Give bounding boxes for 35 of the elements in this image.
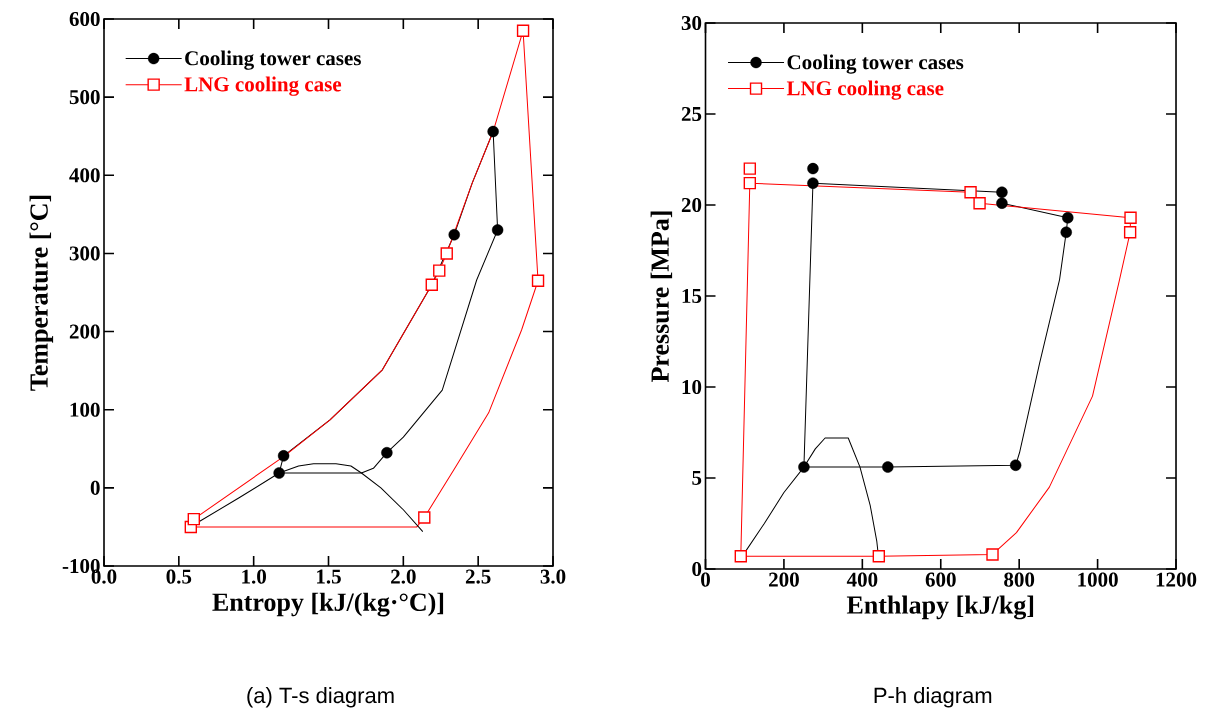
text: P-h diagram (874, 687, 992, 708)
x-tick-label: 600 (925, 572, 956, 587)
y-tick-label: 300 (69, 246, 100, 261)
legend-label: Cooling tower cases (185, 50, 361, 70)
text: (a) T-s diagram (247, 687, 394, 708)
y-tick-label: 200 (69, 324, 100, 339)
legend-label: LNG cooling case (786, 80, 944, 100)
x-tick-label: 800 (1004, 572, 1035, 587)
y-tick-label: 10 (682, 379, 702, 395)
y-axis-title: Temperature [°C] (29, 195, 54, 391)
legend-label: Cooling tower cases (787, 54, 964, 74)
x-tick-label: 1000 (1078, 572, 1118, 587)
x-tick-label: 0.5 (166, 569, 192, 584)
x-axis-title: Entropy [kJ/(kg·°C)] (212, 592, 444, 617)
y-tick-label: 25 (681, 106, 702, 122)
x-tick-label: 1.0 (242, 569, 266, 584)
y-tick-label: 20 (681, 197, 702, 213)
x-tick-label: 3.0 (540, 569, 566, 584)
legend-label: LNG cooling case (184, 76, 342, 96)
x-axis-title: Enthlapy [kJ/kg] (846, 595, 1034, 620)
x-tick-label: 1200 (1156, 572, 1197, 587)
y-tick-label: 600 (69, 11, 100, 27)
x-tick-label: 400 (846, 572, 878, 587)
x-tick-label: 2.0 (391, 569, 416, 584)
x-tick-label: 2.5 (465, 569, 491, 584)
y-axis-title: Pressure [MPa] (650, 211, 673, 383)
x-tick-label: 200 (769, 572, 799, 587)
x-tick-label: 1.5 (317, 569, 341, 584)
y-tick-label: 400 (69, 168, 100, 183)
y-tick-label: 100 (70, 402, 100, 417)
y-tick-label: 15 (682, 288, 702, 304)
y-tick-label: 500 (69, 90, 100, 105)
y-tick-label: 5 (692, 471, 702, 485)
y-tick-label: 0 (90, 480, 100, 495)
y-tick-label: 30 (681, 15, 702, 31)
